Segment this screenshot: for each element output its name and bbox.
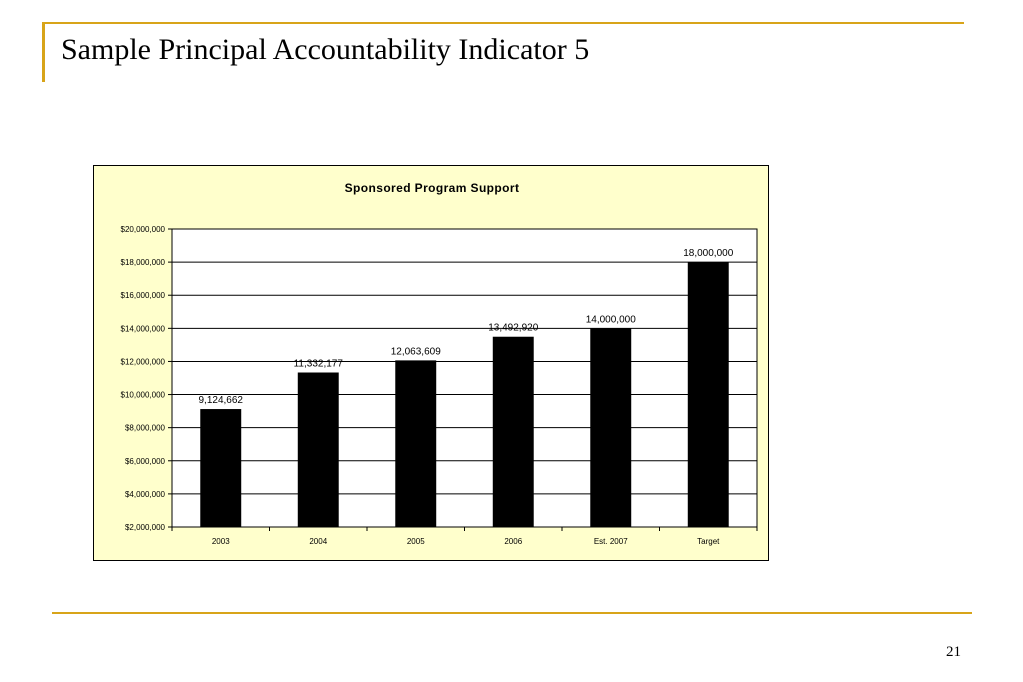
x-tick-label: Target (697, 537, 720, 546)
bars (200, 262, 729, 527)
left-accent-rule (42, 22, 45, 82)
bar (590, 328, 632, 527)
y-tick-label: $20,000,000 (121, 225, 166, 234)
labels: $2,000,000 $4,000,000 $6,000,000 $8,000,000… (121, 225, 734, 546)
chart-title: Sponsored Program Support (345, 181, 520, 195)
x-tick-label: 2006 (504, 537, 522, 546)
plot-area (171, 228, 758, 528)
bar (297, 372, 339, 527)
bar (200, 409, 242, 527)
bar (395, 360, 437, 527)
y-tick-label: $4,000,000 (125, 490, 166, 499)
x-tick-label: 2004 (309, 537, 327, 546)
data-label: 14,000,000 (586, 314, 636, 325)
data-label: 18,000,000 (683, 248, 733, 259)
y-tick-label: $10,000,000 (121, 391, 166, 400)
bottom-rule (52, 612, 972, 614)
bar-chart: Sponsored Program Support $2,000,000 $4,0… (121, 181, 758, 546)
bar (492, 336, 534, 527)
x-tick-label: Est. 2007 (594, 537, 628, 546)
data-label: 11,332,177 (294, 359, 344, 370)
bar (687, 262, 729, 527)
y-tick-label: $18,000,000 (121, 258, 166, 267)
y-tick-label: $16,000,000 (121, 291, 166, 300)
page-number: 21 (946, 644, 961, 660)
y-tick-label: $6,000,000 (125, 457, 166, 466)
slide-title: Sample Principal Accountability Indicato… (61, 33, 590, 66)
axes (168, 228, 758, 531)
chart-frame: Sponsored Program Support $2,000,000 $4,0… (93, 165, 769, 561)
y-tick-label: $8,000,000 (125, 424, 166, 433)
y-tick-label: $2,000,000 (125, 523, 166, 532)
data-label: 9,124,662 (199, 395, 244, 406)
top-rule (42, 22, 964, 24)
x-tick-label: 2005 (407, 537, 425, 546)
gridlines (172, 261, 757, 495)
x-tick-label: 2003 (212, 537, 230, 546)
y-tick-label: $12,000,000 (121, 357, 166, 366)
data-label: 13,492,920 (488, 323, 538, 334)
y-tick-label: $14,000,000 (121, 324, 166, 333)
data-label: 12,063,609 (391, 346, 441, 357)
